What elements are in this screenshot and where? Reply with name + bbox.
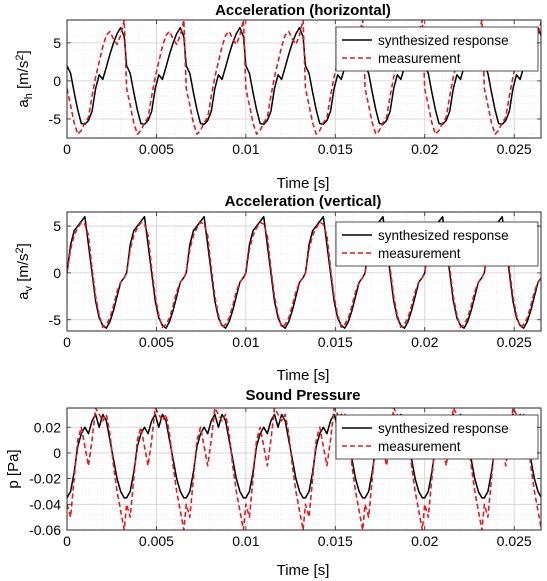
x-axis-label: Time [s] xyxy=(277,367,330,384)
x-tick-label: 0.005 xyxy=(139,141,174,157)
legend-label: measurement xyxy=(378,51,461,66)
y-tick-label: 0 xyxy=(53,265,61,281)
y-tick-label: 5 xyxy=(53,218,61,234)
legend: synthesized response measurement xyxy=(335,414,539,460)
x-tick-label: 0.015 xyxy=(318,141,353,157)
y-tick-label: 0 xyxy=(53,73,61,89)
x-tick-label: 0.005 xyxy=(139,533,174,549)
legend-label: measurement xyxy=(378,439,461,454)
x-axis-label: Time [s] xyxy=(277,175,330,192)
legend: synthesized response measurement xyxy=(335,221,539,267)
chart-title: Acceleration (vertical) xyxy=(225,193,382,210)
plot-frame xyxy=(66,211,542,332)
y-tick-label: 0 xyxy=(53,445,61,461)
chart-panel-horizontal-acceleration: Acceleration (horizontal) synthesized re… xyxy=(14,2,542,192)
legend-box xyxy=(335,26,539,72)
legend-label: measurement xyxy=(378,246,461,261)
x-tick-label: 0.02 xyxy=(411,141,438,157)
y-tick-label: -5 xyxy=(49,312,62,328)
x-axis-label: Time [s] xyxy=(277,562,330,579)
x-tick-label: 0.01 xyxy=(232,141,259,157)
x-tick-label: 0 xyxy=(63,141,71,157)
legend-box xyxy=(335,221,539,267)
legend-label: synthesized response xyxy=(378,421,509,436)
chart-title: Sound Pressure xyxy=(245,387,360,404)
legend: synthesized response measurement xyxy=(335,26,539,72)
legend-label: synthesized response xyxy=(378,228,509,243)
y-tick-label: 5 xyxy=(53,35,61,51)
x-tick-label: 0.02 xyxy=(411,334,438,350)
x-tick-label: 0.02 xyxy=(411,533,438,549)
x-tick-label: 0.005 xyxy=(139,334,174,350)
y-axis-label: ah [m/s2] xyxy=(14,50,35,107)
x-tick-label: 0 xyxy=(63,533,71,549)
chart-panel-sound-pressure: Sound Pressure synthesized response measu… xyxy=(5,387,542,579)
y-tick-label: -0.04 xyxy=(29,496,61,512)
x-tick-label: 0.025 xyxy=(497,533,532,549)
legend-box xyxy=(335,414,539,460)
series-line-measurement xyxy=(67,221,541,329)
x-tick-label: 0.01 xyxy=(232,334,259,350)
y-tick-label: 0.02 xyxy=(34,419,61,435)
x-tick-label: 0.015 xyxy=(318,533,353,549)
y-tick-label: -0.06 xyxy=(29,522,61,538)
x-tick-label: 0.015 xyxy=(318,334,353,350)
series-line-synthesized-response xyxy=(67,26,541,126)
y-tick-label: -5 xyxy=(49,111,62,127)
legend-label: synthesized response xyxy=(378,33,509,48)
y-axis-label: av [m/s2] xyxy=(14,243,35,300)
y-axis-label: p [Pa] xyxy=(5,449,22,488)
plot-frame xyxy=(66,407,542,531)
chart-panel-vertical-acceleration: Acceleration (vertical) synthesized resp… xyxy=(14,193,542,384)
x-tick-label: 0.01 xyxy=(232,533,259,549)
y-tick-label: -0.02 xyxy=(29,471,61,487)
x-tick-label: 0.025 xyxy=(497,141,532,157)
chart-title: Acceleration (horizontal) xyxy=(215,2,391,19)
x-tick-label: 0 xyxy=(63,334,71,350)
x-tick-label: 0.025 xyxy=(497,334,532,350)
plot-frame xyxy=(66,19,542,139)
